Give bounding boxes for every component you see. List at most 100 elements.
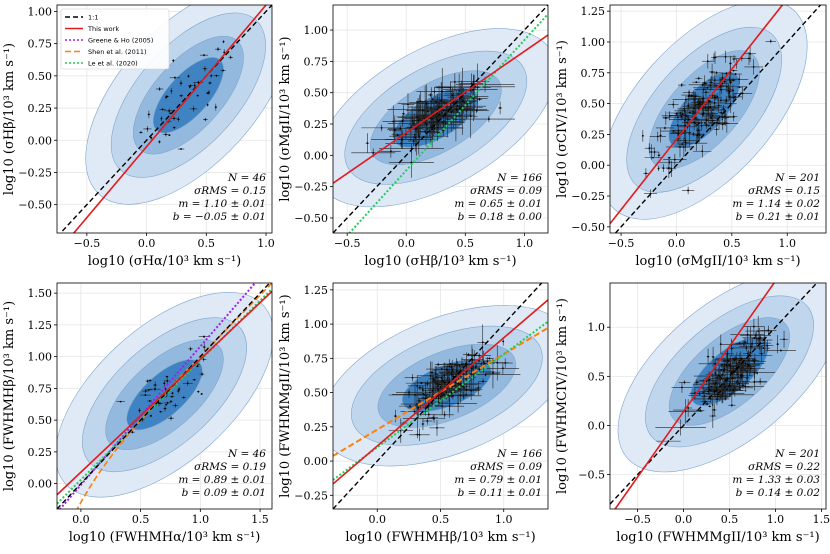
point-marker (161, 108, 164, 111)
point-marker (450, 111, 453, 114)
y-tick-label: 0.00 (304, 149, 329, 162)
point-marker (709, 106, 712, 108)
data-point (709, 384, 720, 398)
point-marker (424, 131, 427, 133)
data-point (200, 393, 203, 395)
point-marker (463, 386, 465, 389)
relation-line (348, 13, 548, 233)
point-marker (451, 94, 454, 97)
y-tick-label: 1.25 (304, 284, 329, 297)
point-marker (164, 133, 167, 136)
point-marker (442, 109, 445, 112)
point-marker (738, 342, 741, 345)
stat-b: b = 0.14 ± 0.02 (736, 487, 821, 499)
point-marker (752, 66, 755, 68)
point-marker (707, 390, 710, 393)
legend-label: Greene & Ho (2005) (88, 37, 153, 45)
point-marker (187, 75, 190, 78)
data-point (742, 373, 767, 391)
data-point (162, 132, 169, 137)
point-marker (716, 121, 718, 124)
data-point (172, 403, 179, 408)
x-axis-label: log10 (FWHMHβ/10³ km s⁻¹) (345, 530, 535, 545)
data-point (444, 92, 472, 96)
point-marker (412, 140, 415, 142)
data-point (728, 94, 739, 102)
data-point (643, 168, 649, 179)
data-point (702, 53, 714, 69)
point-marker (222, 69, 224, 72)
point-marker (154, 384, 157, 386)
data-point (732, 370, 736, 373)
data-point (421, 411, 436, 418)
point-marker (422, 423, 424, 425)
y-tick-label: −0.25 (294, 181, 328, 194)
point-marker (440, 99, 443, 102)
point-marker (681, 143, 684, 145)
data-point (732, 344, 760, 351)
point-marker (700, 124, 703, 127)
point-marker (449, 86, 452, 89)
point-marker (708, 405, 711, 408)
data-point (397, 84, 456, 123)
data-point (742, 359, 766, 364)
x-tick-label: 1.0 (257, 237, 275, 250)
data-point (139, 131, 143, 134)
point-marker (206, 104, 209, 106)
x-tick-label: 0.0 (397, 237, 415, 250)
point-marker (736, 373, 739, 375)
point-marker (206, 92, 209, 94)
data-point (742, 336, 767, 339)
y-tick-label: 1.00 (28, 5, 53, 18)
legend-label: Shen et al. (2011) (88, 48, 147, 56)
data-point (765, 39, 776, 44)
point-marker (166, 401, 169, 404)
point-marker (188, 85, 191, 88)
point-marker (482, 361, 485, 363)
data-point (207, 81, 212, 85)
x-tick-label: −0.5 (624, 513, 651, 526)
point-marker (684, 124, 687, 127)
data-point (708, 117, 730, 130)
point-marker (701, 83, 704, 86)
point-marker (173, 117, 175, 120)
data-point (709, 114, 736, 121)
y-axis-label: log10 (FWHMMgII/10³ km s⁻¹) (278, 294, 293, 497)
point-marker (687, 407, 690, 409)
data-point (682, 137, 690, 147)
x-tick-label: −0.5 (334, 237, 361, 250)
data-point (742, 337, 748, 347)
data-point (661, 111, 678, 121)
point-marker (210, 74, 213, 77)
point-marker (681, 113, 684, 116)
point-marker (698, 392, 701, 395)
point-marker (732, 89, 734, 92)
point-marker (720, 88, 723, 91)
data-point (733, 87, 753, 100)
point-marker (694, 95, 697, 98)
data-point (142, 389, 150, 394)
stat-b: b = 0.11 ± 0.01 (458, 487, 542, 499)
point-marker (457, 402, 459, 405)
point-marker (706, 403, 709, 405)
point-marker (687, 189, 690, 192)
data-point (667, 100, 679, 109)
point-marker (182, 396, 185, 399)
y-tick-label: −0.50 (18, 199, 52, 212)
axes-frame (609, 4, 827, 234)
point-marker (729, 81, 732, 84)
point-marker (170, 90, 173, 92)
stat-n: N = 46 (227, 448, 266, 460)
point-marker (180, 148, 182, 150)
data-point (641, 130, 644, 142)
stat-b: b = −0.05 ± 0.01 (173, 211, 266, 223)
data-point (179, 80, 183, 86)
point-marker (776, 343, 779, 346)
point-marker (410, 126, 412, 129)
data-point (206, 103, 209, 107)
data-point (432, 82, 453, 101)
y-tick-label: 0.75 (304, 55, 329, 68)
y-tick-label: −0.5 (578, 469, 605, 482)
point-marker (482, 380, 484, 383)
point-marker (452, 375, 455, 378)
